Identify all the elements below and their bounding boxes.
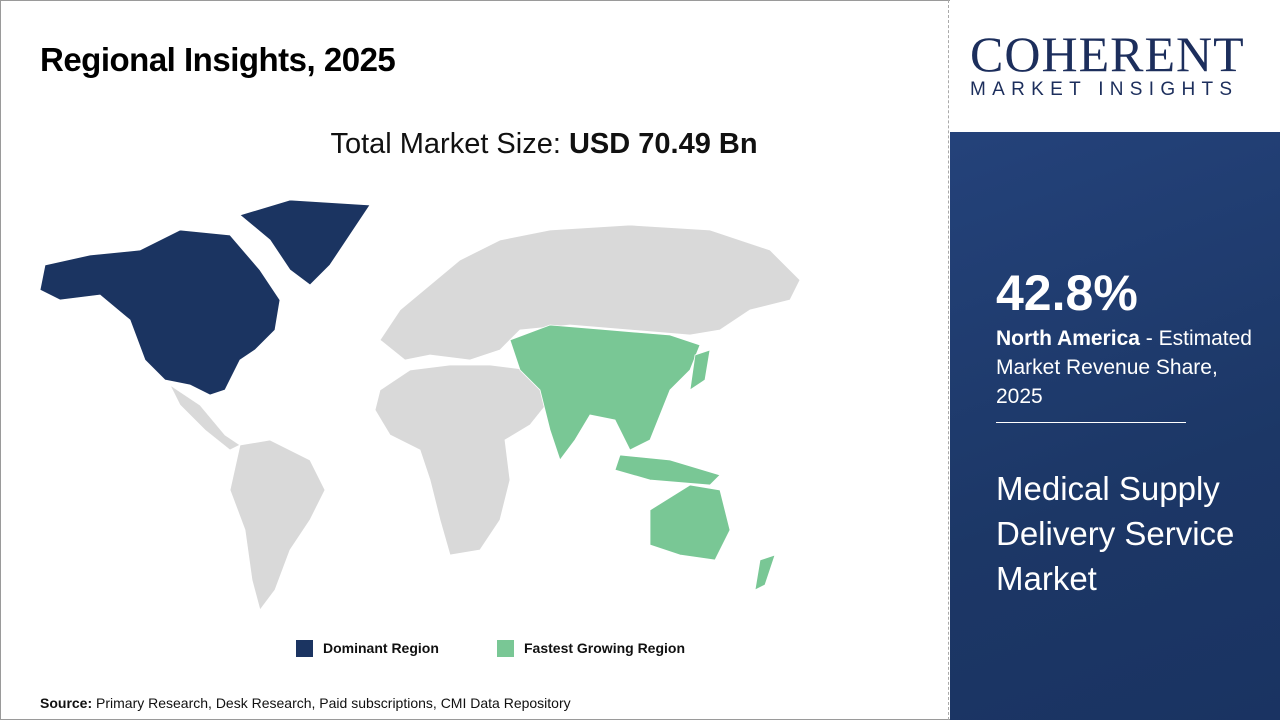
total-label: Total Market Size: xyxy=(330,128,561,160)
legend-swatch-fastest xyxy=(497,640,514,657)
legend-fastest: Fastest Growing Region xyxy=(497,640,685,657)
legend-label: Fastest Growing Region xyxy=(524,640,686,656)
map-south-america xyxy=(229,439,326,611)
panel-divider xyxy=(996,422,1186,423)
map-new-zealand xyxy=(754,554,776,591)
map-africa-mideast xyxy=(374,364,551,556)
region-suffix: - Estimated Market Revenue Share, 2025 xyxy=(996,327,1252,408)
legend-swatch-dominant xyxy=(296,640,313,657)
total-value: USD 70.49 Bn xyxy=(568,128,758,160)
map-greenland xyxy=(239,199,371,286)
region-name: North America xyxy=(996,327,1140,350)
share-description: North America - Estimated Market Revenue… xyxy=(996,324,1266,411)
info-panel: 42.8% North America - Estimated Market R… xyxy=(950,132,1280,720)
source-label: Source: xyxy=(40,695,93,711)
share-percent: 42.8% xyxy=(996,265,1138,321)
market-name: Medical Supply Delivery Service Market xyxy=(996,470,1235,597)
map-indonesia xyxy=(614,454,721,486)
logo-name: COHERENT xyxy=(970,26,1245,82)
world-map xyxy=(39,199,801,611)
total-market-size: Total Market Size: USD 70.49 Bn xyxy=(0,126,948,162)
page-title: Regional Insights, 2025 xyxy=(40,41,396,78)
legend-dominant: Dominant Region xyxy=(296,640,439,657)
map-asia-pacific xyxy=(509,324,701,461)
source-note: Source: Primary Research, Desk Research,… xyxy=(40,695,571,712)
map-central-america xyxy=(168,383,241,451)
map-australia xyxy=(649,484,731,561)
map-north-america xyxy=(39,229,281,396)
legend-label: Dominant Region xyxy=(323,640,439,656)
map-europe-asia xyxy=(379,224,801,361)
map-japan xyxy=(689,349,711,391)
divider xyxy=(948,0,949,720)
logo: COHERENT MARKET INSIGHTS xyxy=(950,0,1280,132)
logo-tagline: MARKET INSIGHTS xyxy=(970,79,1239,100)
source-text: Primary Research, Desk Research, Paid su… xyxy=(92,695,571,711)
